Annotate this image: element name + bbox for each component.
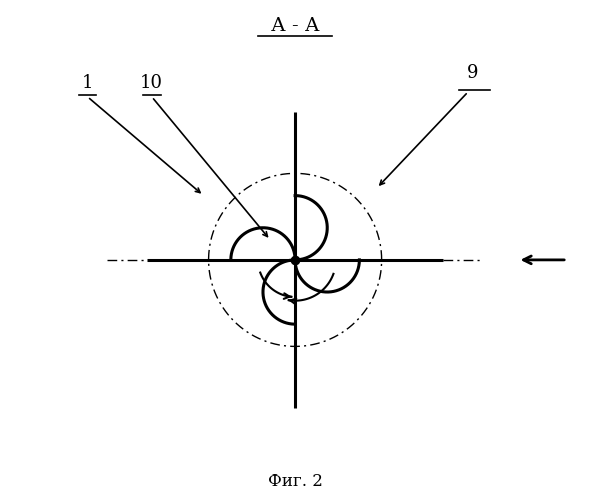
- Text: А - А: А - А: [271, 17, 320, 35]
- Text: 10: 10: [140, 74, 163, 92]
- Text: 9: 9: [467, 64, 479, 82]
- Text: Фиг. 2: Фиг. 2: [268, 472, 323, 490]
- Text: 1: 1: [82, 74, 93, 92]
